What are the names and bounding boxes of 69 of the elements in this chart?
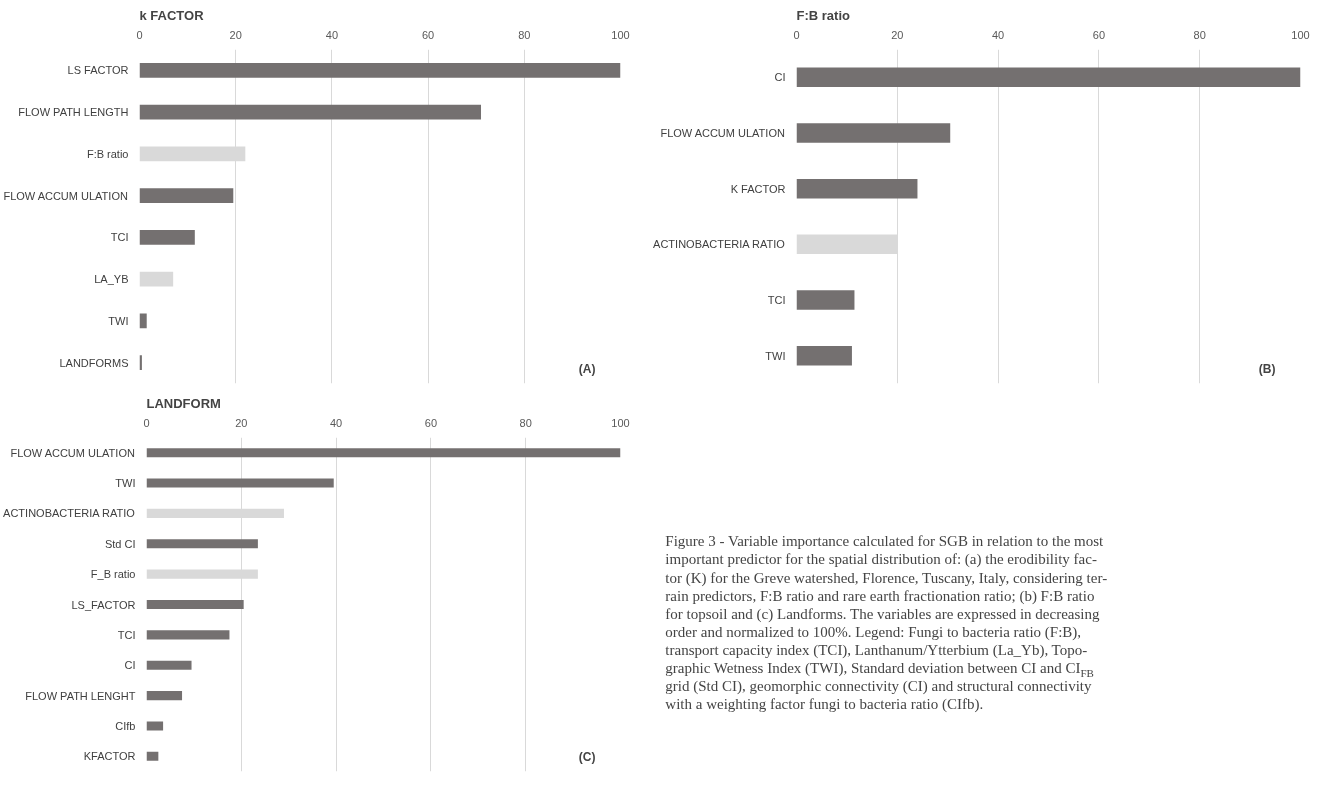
- x-tick-label: 20: [235, 416, 248, 429]
- bar: [146, 448, 621, 458]
- y-tick-label: TWI: [115, 477, 136, 490]
- y-tick-label: FLOW PATH LENGHT: [25, 689, 136, 702]
- bar: [146, 630, 230, 640]
- x-tick-label: 80: [519, 416, 532, 429]
- y-tick-label: LS FACTOR: [67, 64, 129, 77]
- bar: [139, 104, 482, 120]
- x-tick-label: 60: [1092, 28, 1106, 41]
- y-tick-label: FLOW PATH LENGTH: [18, 106, 129, 119]
- x-tick-label: 60: [421, 28, 435, 41]
- x-tick-label: 0: [143, 416, 150, 429]
- x-tick-label: 60: [424, 416, 438, 429]
- x-tick-label: 20: [891, 28, 904, 41]
- bar: [139, 63, 621, 78]
- y-tick-label: TWI: [765, 349, 786, 362]
- bar: [139, 230, 195, 245]
- x-tick-label: 40: [329, 416, 343, 429]
- bar: [796, 67, 1301, 88]
- y-tick-label: K FACTOR: [730, 182, 786, 195]
- bar: [796, 290, 855, 310]
- y-tick-label: Std CI: [104, 537, 136, 550]
- y-tick-label: FLOW ACCUM ULATION: [10, 446, 135, 459]
- annotation: (B): [1258, 361, 1276, 376]
- bar: [139, 271, 174, 287]
- x-tick-label: 0: [793, 28, 800, 41]
- y-tick-label: TCI: [110, 231, 129, 244]
- x-tick-label: 0: [136, 28, 143, 41]
- y-tick-label: TWI: [108, 314, 129, 327]
- x-tick-label: 100: [1291, 28, 1310, 41]
- y-tick-label: F:B ratio: [86, 147, 129, 160]
- y-tick-label: F_B ratio: [90, 568, 136, 581]
- y-tick-label: TCI: [767, 294, 786, 306]
- y-tick-label: KFACTOR: [83, 750, 136, 763]
- x-tick-label: 40: [325, 28, 339, 41]
- bar: [796, 345, 852, 366]
- y-tick-label: ACTINOBACTERIA RATIO: [3, 507, 136, 520]
- bar: [146, 599, 244, 610]
- bar: [139, 313, 147, 329]
- x-tick-label: 80: [518, 28, 531, 41]
- bar: [139, 188, 234, 203]
- bar: [146, 721, 164, 731]
- y-tick-label: LANDFORMS: [59, 356, 129, 369]
- bar: [146, 539, 258, 549]
- bar: [146, 660, 192, 670]
- y-tick-label: CI: [774, 71, 786, 84]
- x-tick-label: 40: [991, 28, 1005, 41]
- annotation: (C): [578, 749, 596, 764]
- y-tick-label: LA_YB: [94, 273, 129, 286]
- y-tick-label: CI: [124, 659, 136, 672]
- y-tick-label: TCI: [117, 628, 136, 641]
- bar: [796, 123, 951, 143]
- y-tick-label: LS_FACTOR: [71, 598, 136, 611]
- x-tick-label: 20: [229, 28, 242, 41]
- chart-title: LANDFORM: [146, 395, 221, 411]
- chart-title: F:B ratio: [796, 7, 850, 23]
- chart-title: k FACTOR: [139, 7, 205, 23]
- bar: [796, 178, 918, 199]
- x-tick-label: 100: [611, 416, 630, 429]
- bar: [146, 478, 334, 488]
- bar: [146, 691, 183, 701]
- x-tick-label: 100: [611, 28, 630, 41]
- annotation: (A): [578, 361, 596, 376]
- y-tick-label: FLOW ACCUM ULATION: [660, 127, 785, 139]
- y-tick-label: ACTINOBACTERIA RATIO: [653, 238, 786, 251]
- x-tick-label: 80: [1193, 28, 1206, 41]
- bar: [146, 751, 159, 761]
- y-tick-label: FLOW ACCUM ULATION: [3, 189, 128, 202]
- y-tick-label: CIfb: [115, 719, 136, 732]
